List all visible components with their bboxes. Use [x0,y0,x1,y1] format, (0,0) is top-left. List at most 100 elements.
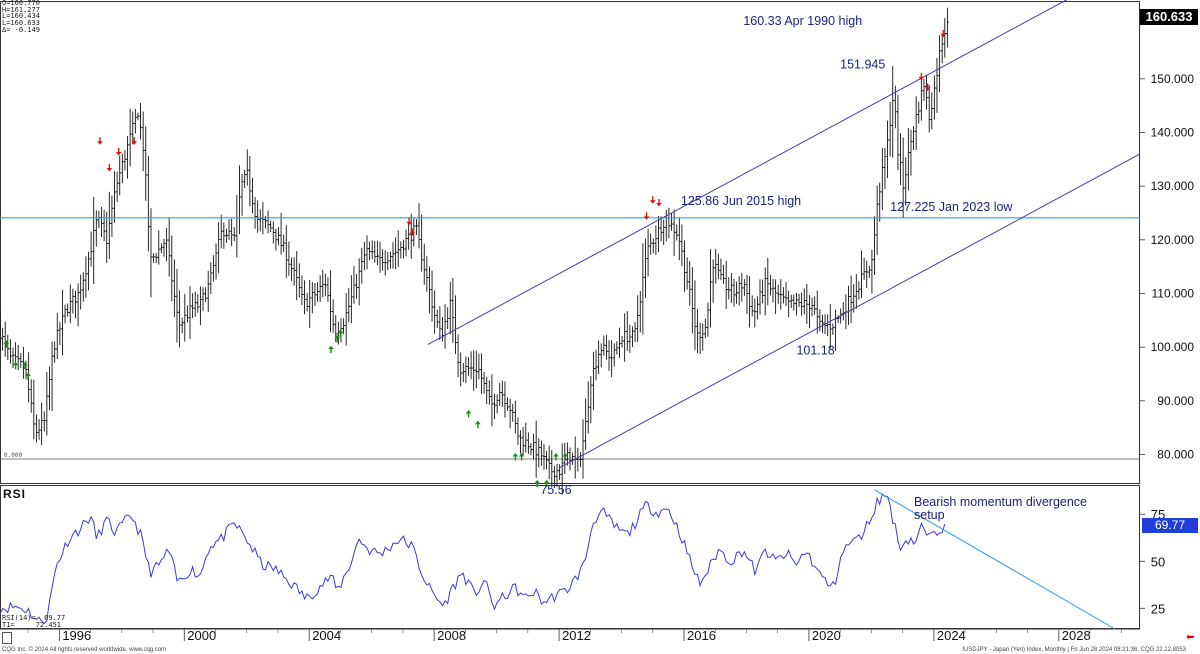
arrow-head [543,479,550,484]
sell-signal-arrow-icon [115,147,122,156]
arrow-head [22,361,28,366]
price-axis-label: 140.000 [1151,125,1195,139]
rsi-readout-t1: T1= 72.451 [2,621,62,629]
ohlc-last: L=160.633 [2,19,40,28]
arrow-head [924,87,931,92]
arrow-head [97,141,103,145]
buy-signal-arrow-icon [534,479,541,488]
arrow-head [553,452,559,457]
time-axis-label: 2016 [687,628,716,643]
rsi-divergence-trendline [874,489,1116,630]
arrow-head [3,340,10,344]
price-axis-label: 110.000 [1152,286,1195,300]
price-bar [945,7,949,48]
arrow-head [106,168,113,172]
time-axis-label: 1996 [62,628,91,643]
sell-signal-arrow-icon [131,137,138,145]
scroll-handle[interactable] [2,632,12,644]
arrow-head [406,221,412,226]
arrow-head [643,216,650,220]
arrow-head [475,420,481,425]
price-axis-label: 120.000 [1151,233,1195,247]
sell-signal-arrow-icon [643,212,650,220]
sell-signal-arrow-icon [97,137,103,145]
buy-signal-arrow-icon [518,452,525,461]
arrow-head [465,410,472,414]
channel-lower-line [558,153,1141,469]
ohlc-open: O=160.770 [2,0,40,7]
ohlc-readout: O=160.770 H=161.277 L=160.434 L=160.633 Δ= -… [2,0,40,34]
sell-signal-arrow-icon [406,217,412,226]
arrow-head [512,452,519,457]
buy-signal-arrow-icon [475,420,481,429]
copyright-footer: CQG Inc. © 2024 All rights reserved worl… [2,647,167,653]
rsi-axis-label: 50 [1151,554,1165,569]
arrow-head [649,200,656,204]
arrow-head [518,452,525,457]
rsi-last-value-label: 69.77 [1142,518,1198,533]
arrow-head [562,452,569,457]
buy-signal-arrow-icon [512,452,519,461]
buy-signal-arrow-icon [553,452,559,461]
buy-signal-arrow-icon [543,479,550,488]
chart-annotation: 75.56 [540,483,571,497]
arrow-head [328,345,334,350]
buy-signal-arrow-icon [25,372,31,380]
chart-annotation: 151.945 [840,58,885,72]
buy-signal-arrow-icon [562,452,569,461]
chart-info-footer: IUSDJPY - Japan (Yen) Index, Monthly | F… [962,647,1186,653]
sell-signal-arrow-icon [918,72,925,81]
ohlc-low: L=160.434 [2,12,40,21]
scroll-left-arrow-icon[interactable]: ⬅ [1186,632,1195,643]
rsi-readout-value: RSI(14)= 69.77 [2,614,66,622]
price-axis-label: 80.000 [1157,447,1194,461]
sell-signal-arrow-icon [106,164,113,172]
arrow-head [337,329,344,334]
ohlc-high: H=161.277 [2,5,40,14]
buy-signal-arrow-icon [328,345,334,354]
price-panel-frame [0,1,1140,484]
channel-upper-line [427,0,1068,345]
time-axis-label: 2020 [812,628,841,643]
sell-signal-arrow-icon [656,198,662,207]
price-axis-label: 130.000 [1151,179,1195,193]
arrow-head [115,151,122,156]
rsi-axis-label: 25 [1151,601,1165,616]
buy-signal-arrow-icon [3,340,10,348]
arrow-head [918,76,925,81]
buy-signal-arrow-icon [12,361,19,370]
arrow-head [534,479,541,484]
divergence-annotation: Bearish momentum divergence [914,495,1087,509]
arrow-head [131,141,138,145]
time-axis-label: 2004 [312,628,341,643]
rsi-line [0,493,946,625]
time-axis-label: 2028 [1062,628,1091,643]
arrow-head [334,334,341,339]
divergence-annotation: setup [914,508,945,522]
arrow-head [25,372,31,376]
time-axis-label: 2008 [437,628,466,643]
arrow-head [656,202,662,207]
zero-label: 0.000 [4,452,22,459]
price-axis-label: 90.000 [1157,394,1194,408]
sell-signal-arrow-icon [649,196,656,204]
sell-signal-arrow-icon [409,228,416,236]
sell-signal-arrow-icon [924,83,931,92]
price-axis-label: 150.000 [1151,72,1195,86]
time-axis-label: 2000 [187,628,216,643]
arrow-head [409,232,416,236]
sell-signal-arrow-icon [940,29,947,38]
time-axis-label: 2012 [562,628,591,643]
chart-annotation: 101.18 [796,344,834,358]
arrow-head [12,361,19,366]
buy-signal-arrow-icon [334,334,341,343]
buy-signal-arrow-icon [337,329,344,338]
buy-signal-arrow-icon [465,410,472,418]
time-axis-label: 2024 [937,628,966,643]
chart-annotation: 127.225 Jan 2023 low [890,200,1013,214]
ohlc-change: Δ= -0.149 [2,25,40,34]
last-price-label: 160.633 [1140,9,1198,25]
chart-annotation: 160.33 Apr 1990 high [743,14,862,28]
arrow-head [940,33,947,38]
